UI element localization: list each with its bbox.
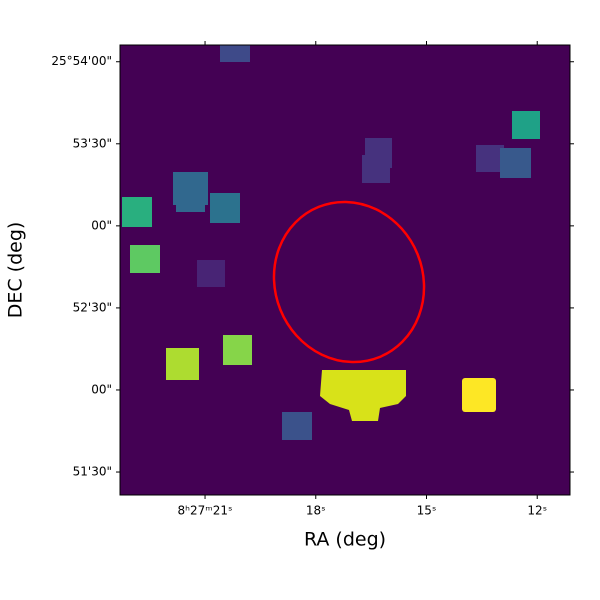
frame [119,44,571,496]
source [462,378,496,412]
source [166,348,199,380]
y-tick-label: 51'30" [73,465,112,479]
x-tick-label: 15ˢ [417,504,437,518]
source [176,195,205,212]
y-axis-label: DEC (deg) [5,222,27,319]
y-tick-label: 53'30" [73,136,112,150]
y-tick-label: 00" [91,218,112,232]
source [512,111,540,139]
y-tick-label: 25°54'00" [51,54,112,68]
y-tick-label: 52'30" [73,300,112,314]
source [210,193,240,223]
source [130,245,160,273]
source [500,148,531,178]
sources [122,45,540,440]
source [362,155,390,183]
source [223,335,252,365]
image-background [120,45,570,495]
x-tick-label: 8ʰ27ᵐ21ˢ [178,504,233,518]
x-axis-label: RA (deg) [304,529,386,551]
source [476,145,504,172]
y-tick-label: 00" [91,382,112,396]
source [122,197,152,227]
source [282,412,312,440]
source [220,45,250,62]
x-tick-label: 18ˢ [306,504,326,518]
source [197,260,225,287]
x-tick-label: 12ˢ [527,504,547,518]
region-ellipse [272,200,426,364]
source [320,370,406,421]
